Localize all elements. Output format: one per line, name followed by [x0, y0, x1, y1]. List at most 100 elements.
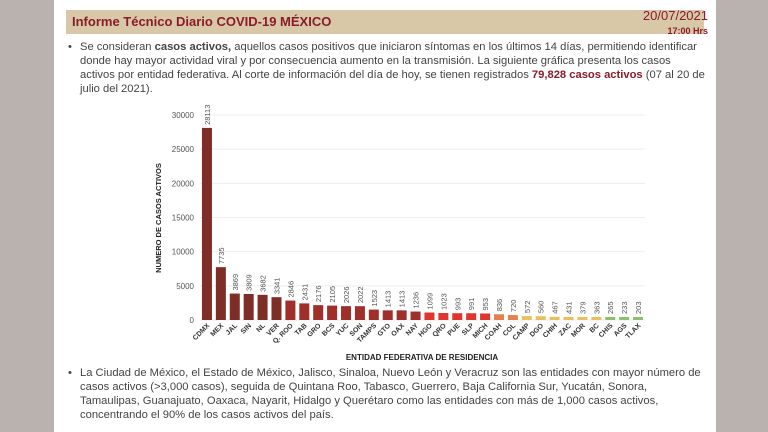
data-label: 203: [634, 301, 643, 314]
bar-mor: [577, 317, 588, 320]
x-tick-label: CHIH: [542, 322, 559, 339]
bar-ags: [619, 317, 630, 320]
data-label: 2105: [328, 286, 337, 303]
bar-cdmx: [201, 127, 212, 320]
data-label: 3682: [259, 275, 268, 292]
intro-text: (07 al 20 de julio del 2021).: [80, 69, 705, 95]
y-tick-label: 15000: [172, 214, 195, 223]
data-label: 7735: [217, 247, 226, 264]
data-label: 560: [537, 301, 546, 314]
data-label: 431: [565, 301, 574, 314]
y-axis-label: NUMERO DE CASOS ACTIVOS: [154, 163, 163, 273]
y-tick-label: 0: [190, 316, 195, 325]
report-header: Informe Técnico Diario COVID-19 MÉXICO: [66, 10, 704, 34]
data-label: 233: [620, 301, 629, 314]
footer-paragraph: • La Ciudad de México, el Estado de Méxi…: [68, 366, 708, 422]
x-tick-label: SIN: [240, 322, 253, 335]
bar-son: [354, 306, 365, 320]
bar-coah: [493, 314, 504, 320]
bar-oax: [396, 310, 407, 320]
x-tick-label: CHIS: [598, 322, 615, 339]
intro-total: 79,828 casos activos: [531, 69, 643, 81]
intro-bold: casos activos,: [154, 41, 232, 53]
bar-sin: [243, 293, 254, 320]
x-tick-label: MOR: [570, 322, 587, 339]
report-title: Informe Técnico Diario COVID-19 MÉXICO: [72, 14, 332, 29]
bar-gto: [382, 310, 393, 320]
bar-tab: [299, 303, 310, 320]
data-label: 1099: [425, 293, 434, 310]
data-label: 28113: [203, 105, 212, 125]
data-label: 993: [453, 298, 462, 311]
data-label: 3341: [272, 277, 281, 294]
y-tick-label: 30000: [172, 111, 195, 120]
bar-gro: [313, 305, 324, 320]
data-label: 720: [509, 300, 518, 313]
x-tick-label: GTO: [377, 322, 393, 338]
intro-text: Se consideran: [80, 41, 155, 53]
data-label: 1236: [412, 292, 421, 309]
x-tick-label: BCS: [321, 322, 337, 338]
y-tick-label: 25000: [172, 145, 195, 154]
data-label: 2176: [314, 285, 323, 302]
bar-qroo: [285, 300, 296, 320]
x-tick-label: CDMX: [192, 322, 212, 342]
data-label: 467: [551, 301, 560, 314]
data-label: 3809: [245, 274, 254, 291]
x-tick-label: JAL: [225, 322, 240, 337]
data-label: 836: [495, 299, 504, 312]
bar-zac: [563, 317, 574, 320]
bar-bcs: [327, 305, 338, 320]
data-label: 363: [592, 301, 601, 314]
intro-text: aquellos casos positivos que iniciaron s…: [80, 41, 697, 81]
data-label: 1023: [439, 293, 448, 310]
bar-ver: [271, 297, 282, 320]
x-tick-label: TLAX: [625, 322, 643, 340]
bar-slp: [466, 313, 477, 320]
bar-mex: [215, 267, 226, 320]
x-tick-label: MEX: [210, 322, 226, 338]
bar-mich: [480, 313, 491, 320]
report-date: 20/07/2021: [642, 8, 708, 23]
bar-hgo: [424, 312, 435, 320]
x-axis-label: ENTIDAD FEDERATIVA DE RESIDENCIA: [346, 353, 499, 362]
report-page: Informe Técnico Diario COVID-19 MÉXICO 2…: [54, 0, 716, 432]
bar-chis: [605, 317, 616, 320]
intro-paragraph: • Se consideran casos activos, aquellos …: [68, 41, 705, 95]
data-label: 265: [606, 301, 615, 314]
bar-chih: [549, 316, 560, 320]
data-label: 991: [467, 298, 476, 311]
report-time: 17:00 Hrs: [667, 26, 708, 36]
data-label: 1413: [384, 291, 393, 308]
bar-pue: [452, 313, 463, 320]
bar-nl: [257, 294, 268, 320]
data-label: 379: [578, 301, 587, 314]
x-tick-label: HGO: [418, 322, 435, 339]
bar-col: [507, 315, 518, 320]
data-label: 572: [523, 301, 532, 314]
y-tick-label: 20000: [172, 179, 195, 188]
bar-nay: [410, 311, 421, 320]
data-label: 3869: [231, 274, 240, 291]
data-label: 2431: [300, 284, 309, 301]
bar-yuc: [341, 306, 352, 320]
x-tick-label: GRO: [306, 322, 323, 339]
data-label: 2846: [286, 281, 295, 298]
bar-jal: [229, 293, 240, 320]
x-tick-label: YUC: [335, 322, 350, 337]
x-tick-label: OAX: [390, 322, 406, 338]
bar-qro: [438, 313, 449, 320]
bar-camp: [521, 316, 532, 320]
bar-bc: [591, 317, 602, 320]
bar-tamps: [368, 309, 379, 320]
footer-text: La Ciudad de México, el Estado de México…: [80, 367, 701, 421]
data-label: 2022: [356, 286, 365, 303]
bar-tlax: [633, 317, 644, 320]
x-tick-label: QRO: [432, 322, 449, 339]
data-label: 1523: [370, 290, 379, 307]
bar-dgo: [535, 316, 546, 320]
data-label: 953: [481, 298, 490, 311]
y-tick-label: 5000: [176, 282, 194, 291]
y-tick-label: 10000: [172, 248, 195, 257]
